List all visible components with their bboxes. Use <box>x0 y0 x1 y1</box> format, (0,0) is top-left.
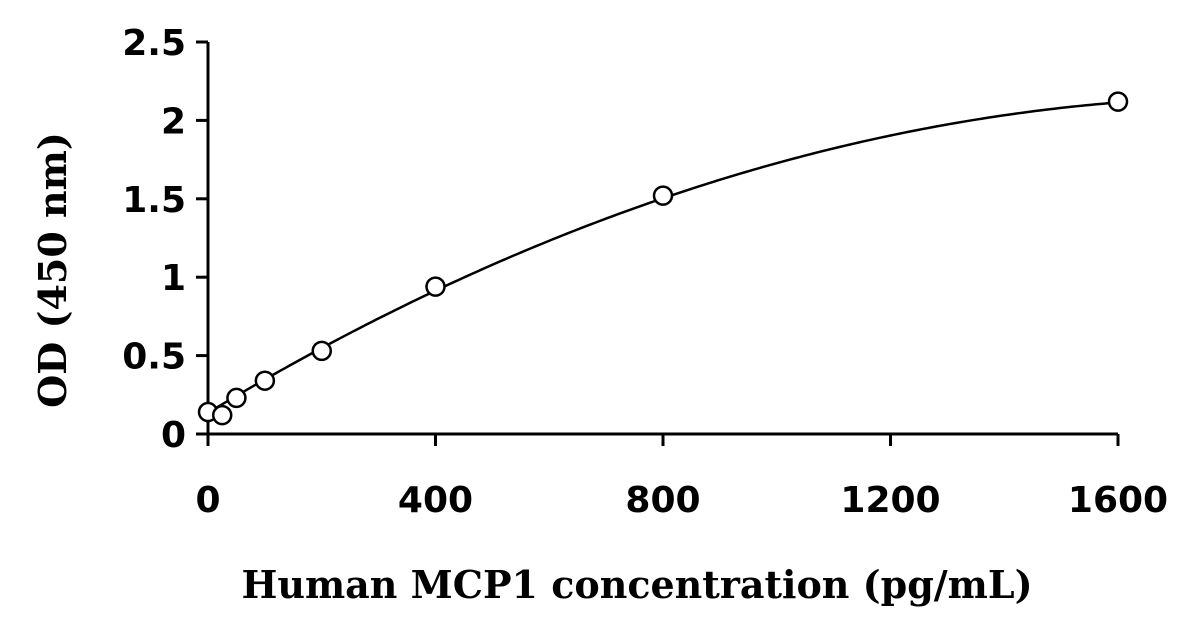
data-point <box>652 185 674 206</box>
x-tick-label: 1200 <box>840 480 940 521</box>
x-axis-title: Human MCP1 concentration (pg/mL) <box>241 562 1032 607</box>
data-point <box>254 370 276 391</box>
fit-curve <box>207 101 1119 414</box>
x-tick-label: 400 <box>398 480 473 521</box>
ticks: 0 0.5 1 1.5 2 2.5 0 400 800 1200 1600 <box>122 23 1168 521</box>
x-tick-label: 0 <box>195 480 220 521</box>
x-tick-label: 1600 <box>1068 480 1168 521</box>
y-tick-label: 0 <box>161 415 186 456</box>
axes <box>206 42 1118 436</box>
points-layer <box>197 91 1129 426</box>
y-axis-title: OD (450 nm) <box>30 132 75 408</box>
y-tick-label: 1 <box>161 258 186 299</box>
x-tick-label: 800 <box>625 480 700 521</box>
data-point <box>211 404 233 426</box>
data-point <box>311 340 332 362</box>
curve-layer <box>207 101 1119 414</box>
y-tick-label: 2 <box>161 101 186 142</box>
y-tick-label: 1.5 <box>122 180 186 221</box>
y-tick-label: 2.5 <box>122 23 186 64</box>
data-point <box>1107 91 1129 112</box>
data-point <box>425 276 446 297</box>
y-tick-label: 0.5 <box>122 337 186 378</box>
data-point <box>226 387 247 409</box>
